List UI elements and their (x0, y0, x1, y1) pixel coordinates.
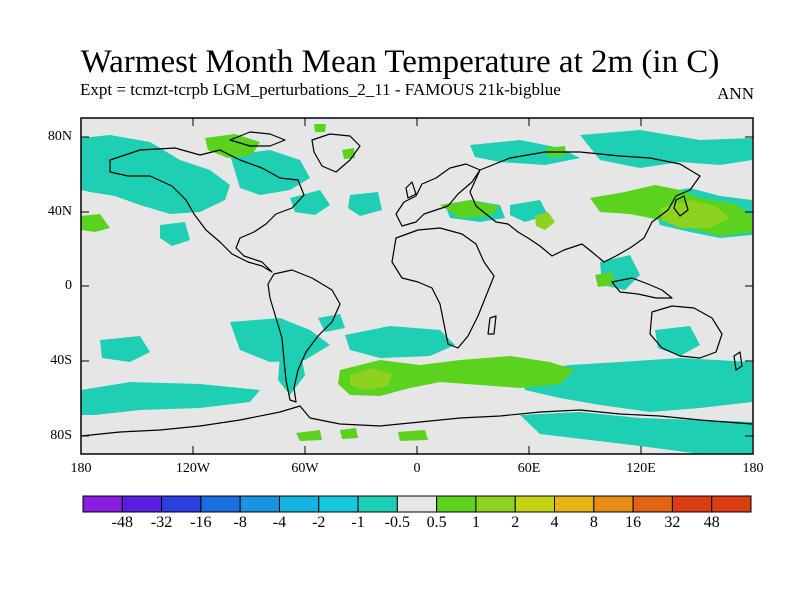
patch-south-atlantic-green (338, 356, 575, 396)
patch-north-pacific (81, 135, 230, 214)
colorbar-box (278, 495, 320, 513)
colorbar-box (436, 495, 477, 513)
patch-antarctic-east (520, 412, 752, 454)
colorbar-label: -16 (190, 514, 212, 531)
colorbar-box (396, 495, 438, 513)
coast-asia (469, 151, 701, 263)
lon-label-60w: 60W (291, 461, 319, 476)
coast-africa (391, 227, 495, 349)
colorbar-box (82, 495, 123, 513)
colorbar-label: -48 (111, 514, 133, 531)
colorbar-box (475, 495, 516, 513)
patch-indian-ocean (655, 326, 700, 356)
colorbar-box (200, 495, 241, 513)
patch-north-atlantic (290, 190, 330, 215)
lat-label-0: 0 (65, 278, 72, 293)
patch-middle-east-core (535, 212, 555, 230)
colorbar-label: 48 (703, 514, 720, 531)
patch-arctic-green-2 (342, 148, 355, 159)
patch-mid-atlantic (348, 192, 382, 216)
patch-west-pacific-green (81, 214, 110, 232)
colorbar-box (671, 495, 713, 513)
patch-eurasia-north (580, 130, 752, 168)
colorbar (82, 495, 752, 513)
lon-label-120e: 120E (626, 461, 656, 476)
colorbar-box (161, 495, 202, 513)
coast-antarctica (80, 405, 753, 437)
colorbar-label: 0.5 (426, 514, 447, 531)
patch-antarctic-green-1 (296, 430, 322, 441)
colorbar-label: 8 (589, 514, 598, 531)
coast-europe (395, 163, 481, 227)
patch-antarctic-green-3 (398, 430, 428, 441)
patch-greenland-green (205, 134, 260, 158)
coast-north-america (109, 147, 305, 273)
patch-southern-ocean-west (81, 382, 260, 415)
lat-label-80s: 80S (50, 428, 72, 443)
patch-siberia (470, 140, 580, 165)
lon-label-180w: 180 (70, 461, 92, 476)
coast-arctic-islands (229, 131, 286, 147)
patch-south-pacific (230, 318, 330, 362)
patch-india-green (595, 272, 614, 287)
colorbar-label: 32 (664, 514, 681, 531)
colorbar-label: -8 (233, 514, 247, 531)
patch-north-pacific-core (660, 200, 730, 228)
colorbar-label: -0.5 (384, 514, 410, 531)
coast-south-america (267, 269, 341, 403)
colorbar-box (514, 495, 556, 513)
coastlines (80, 131, 753, 437)
colorbar-label: -4 (272, 514, 287, 531)
season-label: ANN (717, 84, 754, 103)
patch-south-america (278, 350, 305, 395)
lat-label-40n: 40N (47, 204, 72, 219)
colorbar-box (239, 495, 280, 513)
coast-japan (673, 195, 689, 217)
patch-south-atlantic (345, 326, 455, 358)
patch-tropical-pacific (100, 336, 150, 362)
colorbar-box (554, 495, 595, 513)
lon-label-0: 0 (413, 461, 421, 476)
colorbar-box (711, 495, 752, 513)
colorbar-label: 16 (625, 514, 642, 531)
colorbar-label: 4 (550, 514, 559, 531)
lon-label-120w: 120W (175, 461, 211, 476)
coast-maritime-asia (611, 277, 673, 299)
colorbar-box (318, 495, 359, 513)
colorbar-label: 1 (471, 514, 480, 531)
colorbar-label: -32 (150, 514, 173, 531)
patch-south-atlantic-core (350, 368, 392, 390)
coast-australia (649, 305, 723, 359)
colorbar-box (121, 495, 163, 513)
experiment-subtitle: Expt = tcmzt-tcrpb LGM_perturbations_2_1… (80, 80, 561, 99)
lon-label-60e: 60E (517, 461, 541, 476)
colorbar-box (593, 495, 634, 513)
colorbar-box (632, 495, 673, 513)
lon-label-180e: 180 (742, 461, 764, 476)
map-title: Warmest Month Mean Temperature at 2m (in… (80, 44, 720, 80)
lat-label-80n: 80N (47, 129, 72, 144)
coast-greenland (311, 133, 361, 173)
coast-madagascar (487, 315, 497, 335)
patch-antarctic-green-2 (340, 428, 358, 439)
coast-new-zealand (733, 351, 743, 371)
patch-north-pacific-small (160, 222, 190, 246)
coast-british-isles (405, 181, 417, 199)
colorbar-label: -2 (312, 514, 326, 531)
colorbar-label: -1 (351, 514, 365, 531)
lat-label-40s: 40S (50, 353, 72, 368)
patch-southern-ocean-east (520, 358, 752, 412)
colorbar-box (357, 495, 398, 513)
colorbar-label: 2 (511, 514, 520, 531)
patch-arctic-green-1 (314, 124, 326, 132)
